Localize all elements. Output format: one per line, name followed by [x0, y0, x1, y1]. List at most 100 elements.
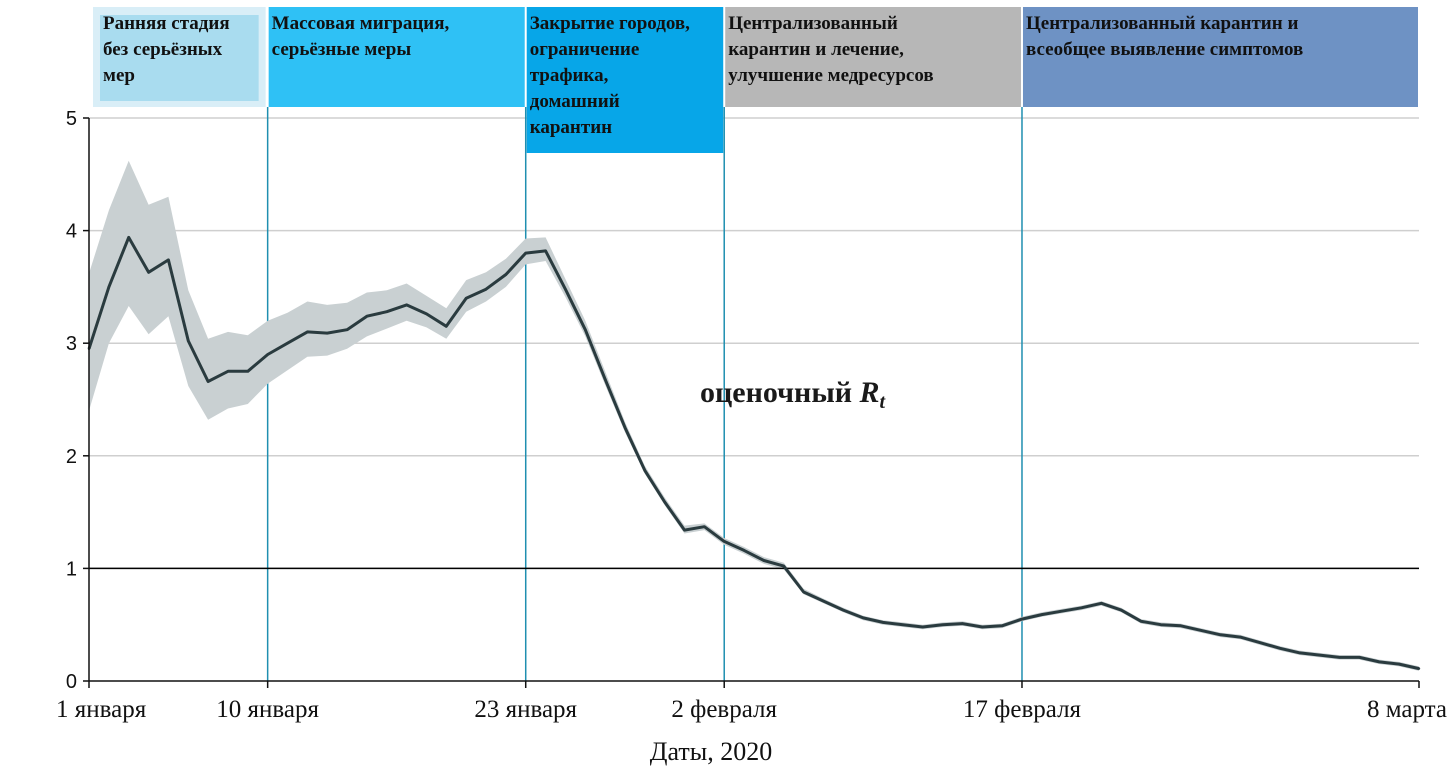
- rt-point: [1179, 624, 1182, 628]
- rt-point: [206, 380, 210, 383]
- phase-2: Массовая миграция, серьёзные меры: [268, 7, 525, 107]
- phase-box: [1022, 7, 1418, 107]
- rt-annotation-text: оценочный: [700, 376, 860, 409]
- rt-point: [1100, 602, 1103, 605]
- rt-point: [107, 285, 111, 289]
- rt-annotation: оценочный Rt: [700, 376, 887, 413]
- rt-point: [941, 623, 944, 626]
- confidence-band-area: [89, 160, 1419, 671]
- rt-point: [326, 331, 329, 335]
- phase-label-line: Закрытие городов,: [530, 13, 690, 34]
- rt-point: [981, 625, 984, 629]
- rt-line: [87, 235, 1420, 671]
- rt-point: [286, 342, 289, 345]
- phase-label: Централизованный карантин и лечение, улучш…: [728, 13, 933, 86]
- phase-label-line: карантин: [530, 117, 612, 138]
- rt-point: [1080, 606, 1083, 610]
- rt-point: [246, 370, 250, 373]
- rt-point: [643, 469, 647, 472]
- rt-point: [921, 625, 924, 629]
- rt-point: [1219, 633, 1222, 637]
- x-tick-label: 17 февраля: [963, 696, 1082, 723]
- rt-point: [901, 623, 905, 626]
- rt-series: [87, 235, 1421, 671]
- rt-point: [504, 273, 508, 276]
- rt-point: [266, 353, 269, 356]
- rt-annotation-subscript: t: [880, 391, 887, 413]
- rt-point: [881, 621, 885, 624]
- rt-point: [762, 559, 766, 562]
- rt-point: [147, 271, 150, 274]
- x-tick-label: 8 марта: [1367, 696, 1447, 723]
- rt-point: [663, 500, 666, 504]
- rt-point: [1318, 653, 1321, 657]
- phase-1: Ранняя стадия без серьёзных мер: [93, 7, 266, 107]
- rt-point: [842, 608, 845, 612]
- phase-label: Ранняя стадия без серьёзных мер: [103, 13, 230, 86]
- x-tick-label: 10 января: [216, 696, 319, 723]
- phase-label-line: Ранняя стадия: [103, 13, 230, 34]
- x-tick-labels: 1 января 10 января 23 января 2 февраля 17 фе…: [56, 681, 1447, 723]
- rt-point: [345, 328, 349, 331]
- rt-point: [524, 251, 527, 255]
- rt-point: [861, 616, 865, 620]
- axes: [88, 118, 1419, 682]
- phase-5: Централизованный карантин и всеобщее выяв…: [1022, 7, 1418, 107]
- rt-point: [187, 339, 190, 343]
- x-tick-label: 2 февраля: [671, 696, 777, 723]
- rt-point: [603, 378, 607, 381]
- rt-point: [1040, 613, 1044, 616]
- phase-label: Массовая миграция, серьёзные меры: [272, 13, 450, 60]
- phase-label-line: Централизованный карантин и: [1026, 13, 1298, 34]
- rt-point: [425, 312, 428, 316]
- phase-label-line: карантин и лечение,: [728, 39, 904, 60]
- rt-point: [1060, 609, 1063, 613]
- rt-point: [742, 549, 746, 552]
- y-tick-label: 4: [66, 221, 77, 243]
- phase-4: Централизованный карантин и лечение, улучш…: [725, 7, 1021, 107]
- rt-point: [544, 249, 547, 253]
- y-tick-label: 3: [66, 333, 77, 355]
- y-tick-label: 1: [66, 558, 77, 580]
- x-axis-label: Даты, 2020: [650, 737, 772, 766]
- rt-point: [683, 528, 686, 532]
- rt-point: [1159, 623, 1163, 626]
- rt-point: [167, 258, 170, 262]
- phase-label-line: трафика,: [530, 65, 609, 86]
- rt-point: [564, 287, 567, 291]
- rt-point: [1278, 647, 1282, 650]
- rt-point: [1120, 608, 1123, 612]
- rt-point: [1298, 651, 1302, 655]
- rt-point: [1139, 620, 1143, 623]
- phase-label: Закрытие городов, ограничение трафика, дома…: [530, 13, 690, 138]
- phase-3: Закрытие городов, ограничение трафика, дома…: [526, 7, 724, 153]
- rt-point: [723, 540, 726, 543]
- phase-label-line: всеобщее выявление симптомов: [1026, 39, 1303, 60]
- phase-box: [725, 7, 1021, 107]
- phase-divider-lines: [266, 107, 1023, 681]
- rt-point: [1239, 635, 1242, 639]
- rt-point: [822, 599, 825, 603]
- rt-point: [1338, 656, 1341, 659]
- phase-label-line: без серьёзных: [103, 39, 223, 60]
- y-tick-labels: 0 1 2 3 4 5: [66, 108, 89, 693]
- rt-point: [1258, 641, 1262, 644]
- rt-point: [1358, 656, 1361, 659]
- rt-point: [226, 370, 230, 373]
- phase-box: [526, 7, 724, 153]
- phase-box: [100, 15, 259, 101]
- rt-point: [445, 325, 448, 328]
- phase-label-line: улучшение медресурсов: [728, 65, 933, 86]
- rt-point: [623, 426, 627, 429]
- rt-point: [127, 236, 130, 239]
- rt-point: [961, 622, 964, 625]
- rt-point: [464, 296, 468, 300]
- phase-label: Централизованный карантин и всеобщее выяв…: [1026, 13, 1303, 60]
- rt-point: [1199, 629, 1202, 632]
- y-tick-label: 5: [66, 108, 77, 130]
- rt-point: [306, 330, 309, 334]
- rt-point: [782, 564, 785, 568]
- rt-point: [703, 525, 706, 528]
- rt-point: [584, 328, 587, 331]
